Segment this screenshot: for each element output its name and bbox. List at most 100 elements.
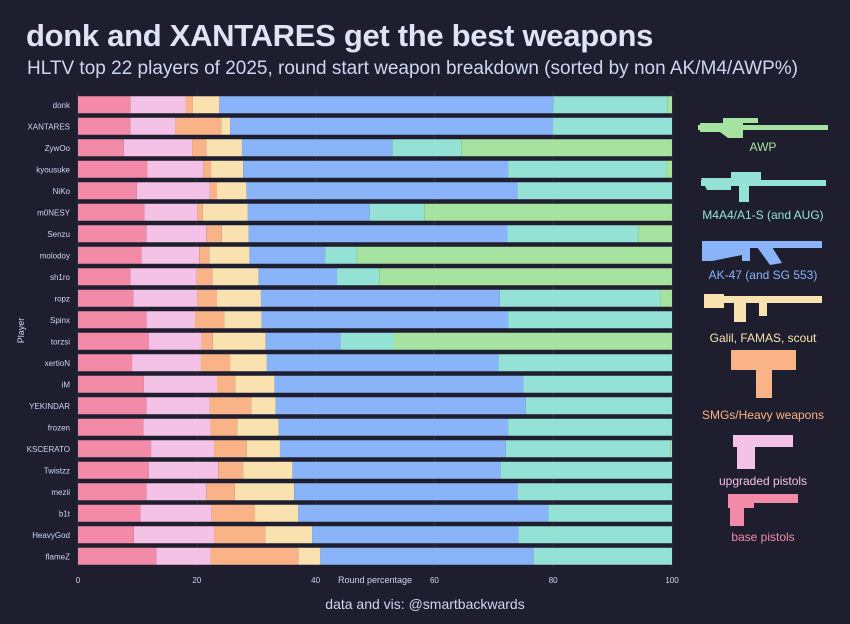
y-tick-label: m0NESY: [37, 208, 71, 217]
bar-segment: [379, 268, 672, 286]
bar-segment: [148, 332, 202, 350]
bar-segment: [424, 203, 672, 221]
bar-segment: [78, 160, 148, 178]
bar-segment: [507, 225, 639, 243]
bar-segment: [203, 160, 212, 178]
awp-icon: [698, 118, 828, 173]
x-tick-label: 80: [549, 576, 558, 585]
bar-segment: [136, 182, 210, 200]
bar-segment: [148, 461, 219, 479]
y-tick-label: torzsi: [51, 337, 70, 346]
bar-segment: [175, 117, 222, 135]
chart-title: donk and XANTARES get the best weapons: [26, 18, 654, 53]
bar-segment: [279, 440, 506, 458]
y-tick-label: NiKo: [53, 187, 71, 196]
bar-segment: [78, 461, 149, 479]
bar-segment: [197, 203, 203, 221]
bar-segment: [275, 397, 526, 415]
bar-segment: [133, 526, 215, 544]
bar-segment: [508, 311, 672, 329]
chart-subtitle: HLTV top 22 players of 2025, round start…: [27, 58, 798, 79]
bar-segment: [518, 526, 672, 544]
base-pistols-icon: [728, 492, 798, 547]
bar-segment: [298, 547, 321, 565]
bar-segment: [78, 483, 147, 501]
bar-segment: [235, 375, 275, 393]
bar-segment: [553, 96, 668, 114]
bar-segment: [78, 117, 131, 135]
y-tick-label: mezii: [51, 488, 70, 497]
bar-segment: [666, 160, 672, 178]
y-tick-label: XANTARES: [27, 122, 70, 131]
bar-segment: [78, 397, 147, 415]
bar-segment: [146, 311, 196, 329]
bar-segment: [292, 461, 501, 479]
ak-47-and-sg-553-icon: [702, 233, 824, 288]
bar-segment: [255, 504, 299, 522]
legend-label: base pistols: [731, 530, 795, 544]
bar-segment: [206, 139, 242, 157]
bar-segment: [249, 246, 326, 264]
y-tick-label: molodoy: [40, 251, 70, 260]
bar-segment: [143, 375, 217, 393]
bar-segment: [340, 332, 395, 350]
bar-segment: [394, 332, 672, 350]
legend-label: AK-47 (and SG 553): [708, 268, 818, 282]
bar-segment: [660, 289, 672, 307]
bar-segment: [199, 246, 210, 264]
bar-segment: [78, 203, 145, 221]
y-tick-label: kyousuke: [36, 165, 70, 174]
bar-segment: [261, 311, 509, 329]
bar-segment: [146, 397, 210, 415]
y-tick-label: b1t: [59, 509, 71, 518]
bar-segment: [206, 225, 222, 243]
m4a4-a1-s-and-aug-icon: [700, 172, 826, 227]
bar-segment: [312, 526, 519, 544]
bar-segment: [369, 203, 425, 221]
bar-segment: [192, 139, 207, 157]
bar-segment: [209, 182, 217, 200]
y-tick-label: flameZ: [46, 552, 71, 561]
bar-segment: [260, 289, 500, 307]
legend-label: AWP: [749, 140, 777, 154]
bar-segment: [78, 526, 134, 544]
y-tick-label: YEKINDAR: [29, 402, 70, 411]
x-tick-label: 0: [76, 576, 81, 585]
smgs-heavy-weapons-icon: [730, 350, 796, 405]
bar-segment: [266, 354, 499, 372]
bar-segment: [78, 332, 149, 350]
credit-text: data and vis: @smartbackwards: [325, 596, 525, 612]
bar-segment: [508, 418, 672, 436]
bar-segment: [298, 504, 549, 522]
bar-segment: [78, 375, 144, 393]
bar-segment: [638, 225, 672, 243]
x-tick-label: 60: [430, 576, 439, 585]
bar-segment: [185, 96, 193, 114]
bar-segment: [132, 354, 201, 372]
bar-segment: [141, 246, 200, 264]
bar-segment: [211, 160, 244, 178]
bar-segment: [210, 547, 299, 565]
bar-segment: [508, 160, 667, 178]
bar-segment: [130, 96, 186, 114]
bar-segment: [221, 117, 231, 135]
bar-segment: [517, 483, 672, 501]
bar-segment: [216, 182, 247, 200]
y-tick-label: xertioN: [45, 359, 71, 368]
y-tick-label: sh1ro: [50, 273, 71, 282]
x-tick-label: 20: [192, 576, 201, 585]
bar-segment: [499, 289, 661, 307]
bar-segment: [392, 139, 462, 157]
bar-segment: [201, 332, 213, 350]
bar-segment: [209, 246, 250, 264]
bar-segment: [230, 354, 267, 372]
bar-segment: [224, 311, 262, 329]
y-tick-label: frozen: [48, 423, 70, 432]
bar-segment: [325, 246, 357, 264]
bar-segment: [336, 268, 380, 286]
bar-segment: [265, 332, 341, 350]
bar-segment: [243, 461, 293, 479]
bar-segment: [202, 203, 248, 221]
bar-segment: [130, 268, 197, 286]
bar-segment: [552, 117, 672, 135]
